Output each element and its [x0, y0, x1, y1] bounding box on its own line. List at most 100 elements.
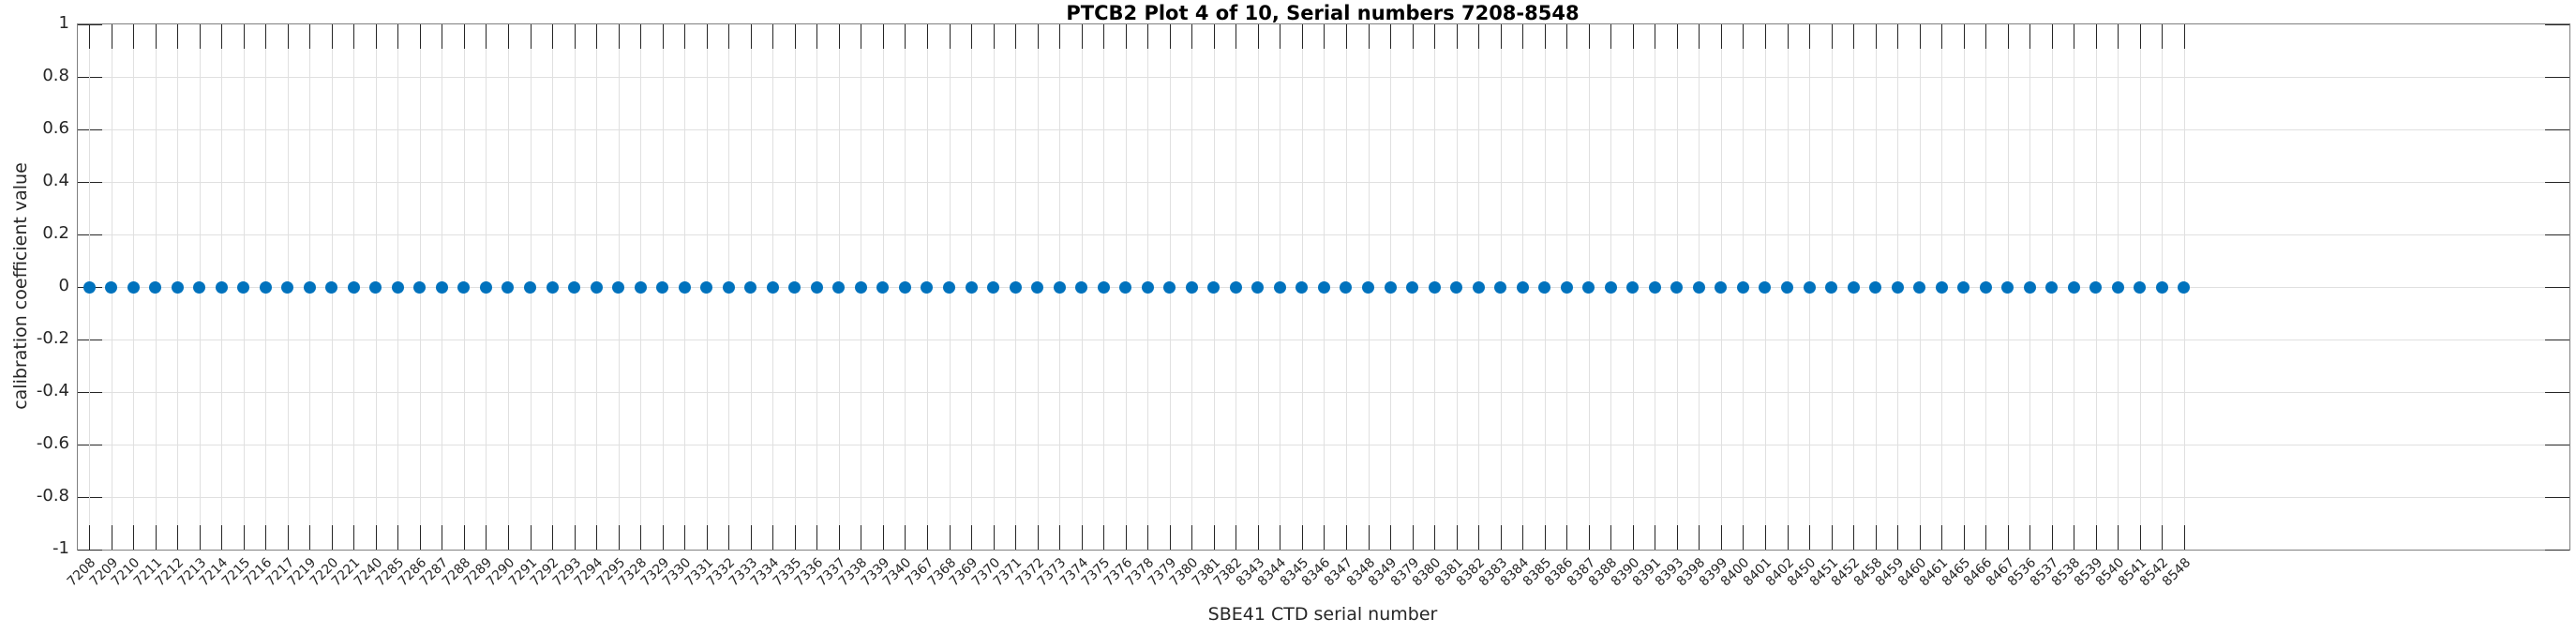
x-tick-mark-top [1588, 24, 1590, 49]
x-tick-mark [507, 525, 509, 550]
x-tick-mark-top [1941, 24, 1943, 49]
data-point [1450, 280, 1463, 294]
data-point [1141, 280, 1154, 294]
x-tick-mark-top [2095, 24, 2097, 49]
data-point [1516, 280, 1529, 294]
x-tick-mark [1191, 525, 1193, 550]
data-point [1736, 280, 1749, 294]
x-tick-mark-top [353, 24, 355, 49]
x-tick-mark-top [507, 24, 509, 49]
x-tick-mark-top [1191, 24, 1193, 49]
y-tick-label: -0.8 [36, 486, 69, 506]
x-tick-mark-top [2029, 24, 2031, 49]
data-point [1869, 280, 1882, 294]
data-point [413, 280, 427, 294]
x-tick-mark-top [419, 24, 421, 49]
x-axis-label: SBE41 CTD serial number [1207, 604, 1438, 625]
x-tick-mark [662, 525, 664, 550]
data-point [1185, 280, 1198, 294]
data-point [722, 280, 735, 294]
x-tick-mark [905, 525, 906, 550]
data-point [303, 280, 316, 294]
y-tick-mark [78, 182, 102, 183]
x-tick-mark-top [816, 24, 818, 49]
data-point [502, 280, 515, 294]
x-tick-mark-top [596, 24, 598, 49]
x-tick-mark [618, 525, 620, 550]
data-point [1229, 280, 1242, 294]
y-tick-mark [78, 234, 102, 235]
x-tick-mark-top [1412, 24, 1414, 49]
x-tick-mark-top [971, 24, 973, 49]
y-tick-mark-right [2545, 234, 2569, 235]
x-tick-mark-top [552, 24, 554, 49]
x-tick-mark-top [640, 24, 642, 49]
x-tick-mark [1676, 525, 1678, 550]
data-point [1825, 280, 1838, 294]
x-tick-mark [1897, 525, 1899, 550]
data-point [1781, 280, 1794, 294]
x-tick-mark-top [1059, 24, 1061, 49]
x-tick-mark-top [375, 24, 377, 49]
y-tick-mark-right [2545, 287, 2569, 288]
x-tick-mark-top [199, 24, 201, 49]
data-point [1715, 280, 1728, 294]
y-tick-label: 1 [58, 13, 69, 33]
data-point [766, 280, 779, 294]
x-tick-mark [2029, 525, 2031, 550]
data-point [1163, 280, 1176, 294]
x-tick-mark [1809, 525, 1811, 550]
data-point [1384, 280, 1397, 294]
data-point [1604, 280, 1617, 294]
data-point [810, 280, 823, 294]
data-point [281, 280, 294, 294]
x-tick-mark-top [1764, 24, 1766, 49]
data-point [1273, 280, 1286, 294]
x-tick-mark [596, 525, 598, 550]
x-tick-mark-top [772, 24, 774, 49]
data-point [1119, 280, 1132, 294]
x-tick-mark-top [486, 24, 487, 49]
x-tick-mark [309, 525, 311, 550]
y-tick-label: -0.4 [36, 381, 69, 400]
x-tick-mark [463, 525, 465, 550]
x-tick-mark-top [1125, 24, 1127, 49]
y-tick-mark [78, 392, 102, 393]
x-tick-mark-top [618, 24, 620, 49]
x-tick-mark [728, 525, 730, 550]
data-point [1207, 280, 1221, 294]
x-tick-mark-top [287, 24, 289, 49]
data-point [2001, 280, 2014, 294]
plot-area [77, 23, 2570, 551]
data-point [656, 280, 669, 294]
x-tick-mark [1345, 525, 1347, 550]
x-tick-mark [155, 525, 157, 550]
y-tick-label: 0 [58, 276, 69, 295]
x-tick-mark [1125, 525, 1127, 550]
data-point [1009, 280, 1022, 294]
data-point [876, 280, 890, 294]
x-tick-mark [177, 525, 179, 550]
y-tick-label: 0.4 [42, 171, 69, 190]
x-tick-mark [750, 525, 752, 550]
x-tick-mark [1699, 525, 1700, 550]
x-tick-mark-top [1257, 24, 1259, 49]
x-tick-mark [1588, 525, 1590, 550]
x-tick-mark-top [463, 24, 465, 49]
x-tick-mark-top [1787, 24, 1789, 49]
data-point [678, 280, 691, 294]
data-point [612, 280, 625, 294]
x-tick-mark [1919, 525, 1921, 550]
x-tick-mark [1522, 525, 1524, 550]
data-point [898, 280, 911, 294]
data-point [1075, 280, 1088, 294]
data-point [149, 280, 162, 294]
data-point [524, 280, 537, 294]
data-point [1362, 280, 1375, 294]
x-tick-mark [2183, 525, 2185, 550]
x-tick-mark [1015, 525, 1017, 550]
data-point [237, 280, 250, 294]
x-tick-mark [353, 525, 355, 550]
x-tick-mark-top [750, 24, 752, 49]
x-tick-mark [1743, 525, 1745, 550]
